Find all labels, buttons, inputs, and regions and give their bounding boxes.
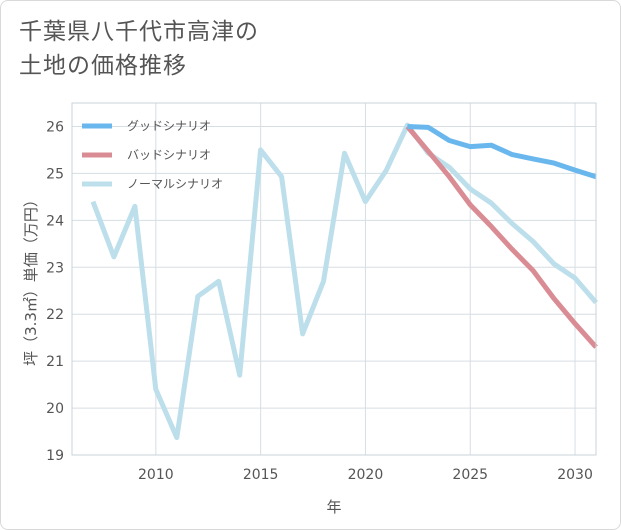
series-line-2 <box>90 122 598 441</box>
y-tick-label: 22 <box>46 307 64 323</box>
y-axis-title: 坪（3.3㎡）単価（万円） <box>22 192 40 366</box>
x-tick-label: 2015 <box>243 467 279 483</box>
series-lines <box>90 122 598 441</box>
x-tick-label: 2030 <box>557 467 593 483</box>
x-tick-label: 2025 <box>452 467 488 483</box>
y-tick-label: 23 <box>46 260 64 276</box>
series-line-1 <box>405 124 598 349</box>
y-tick-label: 20 <box>46 401 64 417</box>
legend-label-1: バッドシナリオ <box>127 148 211 162</box>
y-tick-label: 19 <box>46 448 64 464</box>
y-tick-label: 25 <box>46 166 64 182</box>
chart-title-line1: 千葉県八千代市高津の <box>19 19 259 45</box>
chart-title-line2: 土地の価格推移 <box>19 53 187 79</box>
legend-label-0: グッドシナリオ <box>127 119 211 133</box>
x-axis-title: 年 <box>326 498 341 516</box>
plot-frame <box>71 102 597 456</box>
x-axis-ticks: 2010 2015 2020 2025 2030 <box>138 467 593 483</box>
y-axis-ticks: 19 20 21 22 23 24 25 26 <box>46 119 64 464</box>
x-tick-label: 2010 <box>138 467 174 483</box>
y-tick-label: 24 <box>46 213 64 229</box>
series-line-0 <box>407 124 597 180</box>
legend-label-2: ノーマルシナリオ <box>127 177 223 191</box>
y-tick-label: 26 <box>46 119 64 135</box>
chart-title: 千葉県八千代市高津の 土地の価格推移 <box>19 15 259 83</box>
x-tick-label: 2020 <box>348 467 384 483</box>
y-tick-label: 21 <box>46 354 64 370</box>
